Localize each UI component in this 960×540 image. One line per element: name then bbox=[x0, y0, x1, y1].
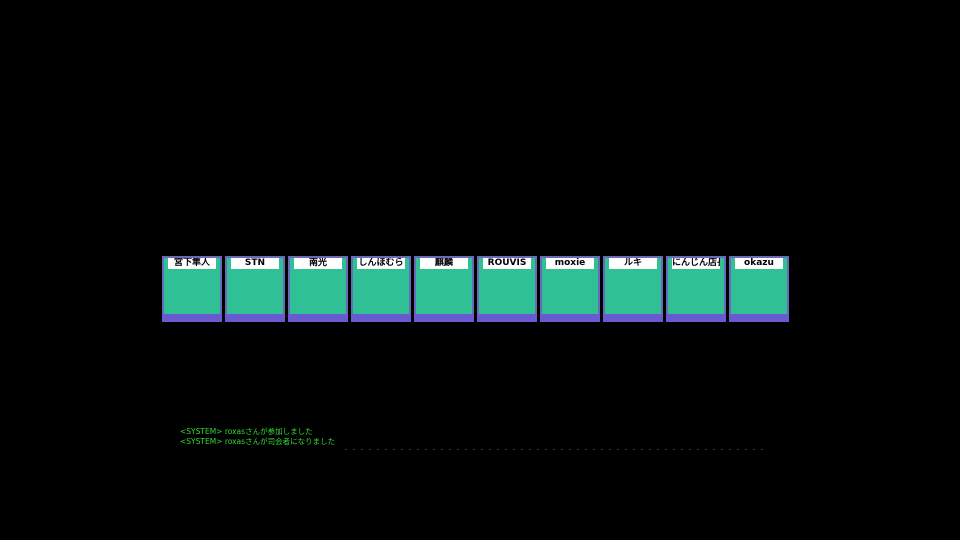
slot-top-edge bbox=[225, 256, 285, 258]
slot-bottom-bar bbox=[288, 314, 348, 322]
slot-bottom-bar bbox=[540, 314, 600, 322]
chat-log: <SYSTEM> roxasさんが参加しました <SYSTEM> roxasさん… bbox=[180, 427, 780, 447]
player-name: 宮下隼人 bbox=[168, 258, 216, 269]
slot-bottom-bar bbox=[477, 314, 537, 322]
slot-top-edge bbox=[603, 256, 663, 258]
slot-top-edge bbox=[162, 256, 222, 258]
slot-top-edge bbox=[666, 256, 726, 258]
chat-message: <SYSTEM> roxasさんが参加しました bbox=[180, 427, 313, 436]
slot-bottom-bar bbox=[351, 314, 411, 322]
player-name: ルキ bbox=[609, 258, 657, 269]
chat-message: <SYSTEM> roxasさんが司会者になりました bbox=[180, 437, 336, 446]
player-slot-10[interactable]: okazu bbox=[729, 256, 789, 322]
player-slot-8[interactable]: ルキ bbox=[603, 256, 663, 322]
player-slot-1[interactable]: 宮下隼人 bbox=[162, 256, 222, 322]
player-slot-7[interactable]: moxie bbox=[540, 256, 600, 322]
slot-bottom-bar bbox=[729, 314, 789, 322]
player-name: moxie bbox=[546, 258, 594, 269]
player-name: にんじん店長 bbox=[672, 258, 720, 269]
player-slot-3[interactable]: 南光 bbox=[288, 256, 348, 322]
slot-top-edge bbox=[414, 256, 474, 258]
player-name: 麒麟 bbox=[420, 258, 468, 269]
player-slot-2[interactable]: STN bbox=[225, 256, 285, 322]
player-name: okazu bbox=[735, 258, 783, 269]
slot-bottom-bar bbox=[414, 314, 474, 322]
slot-top-edge bbox=[540, 256, 600, 258]
player-slot-9[interactable]: にんじん店長 bbox=[666, 256, 726, 322]
slot-bottom-bar bbox=[666, 314, 726, 322]
slot-top-edge bbox=[288, 256, 348, 258]
player-slot-6[interactable]: ROUVIS bbox=[477, 256, 537, 322]
slot-bottom-bar bbox=[603, 314, 663, 322]
slot-top-edge bbox=[729, 256, 789, 258]
slot-bottom-bar bbox=[225, 314, 285, 322]
slot-top-edge bbox=[477, 256, 537, 258]
player-name: しんほむら bbox=[357, 258, 405, 269]
player-name: 南光 bbox=[294, 258, 342, 269]
chat-divider bbox=[345, 449, 765, 450]
player-name: ROUVIS bbox=[483, 258, 531, 269]
player-slot-5[interactable]: 麒麟 bbox=[414, 256, 474, 322]
player-name: STN bbox=[231, 258, 279, 269]
player-slot-4[interactable]: しんほむら bbox=[351, 256, 411, 322]
player-slots: 宮下隼人 STN 南光 しんほむら 麒麟 ROUVIS bbox=[162, 256, 789, 322]
slot-bottom-bar bbox=[162, 314, 222, 322]
slot-top-edge bbox=[351, 256, 411, 258]
